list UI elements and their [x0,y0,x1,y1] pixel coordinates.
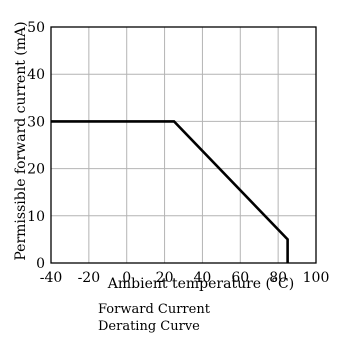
x-tick-labels: -40 -20 0 20 40 60 80 100 [40,270,330,286]
series-layer [51,120,289,263]
x-tick-label: 0 [122,270,131,286]
x-tick-label: 100 [303,270,330,286]
y-tick-label: 20 [27,162,45,178]
y-tick-label: 10 [27,209,45,225]
plot-frame [50,26,317,264]
x-tick-label: -20 [78,270,101,286]
caption-line-2: Derating Curve [98,319,200,334]
y-tick-label: 40 [27,67,45,83]
x-tick-label: -40 [40,270,63,286]
x-tick-label: 80 [269,270,287,286]
y-axis-label: Permissible forward current (mA) [13,21,29,260]
y-tick-label: 50 [27,20,45,36]
x-tick-label: 60 [231,270,249,286]
caption-line-1: Forward Current [98,302,211,317]
y-tick-label: 30 [27,114,45,130]
grid-lines [51,27,316,263]
x-axis-label: Ambient temperature (°C) [107,276,294,292]
y-tick-label: 0 [36,256,45,272]
x-tick-label: 20 [156,270,174,286]
x-tick-label: 40 [194,270,212,286]
derating-series-line [51,120,289,263]
y-tick-labels: 0 10 20 30 40 50 [27,20,45,272]
